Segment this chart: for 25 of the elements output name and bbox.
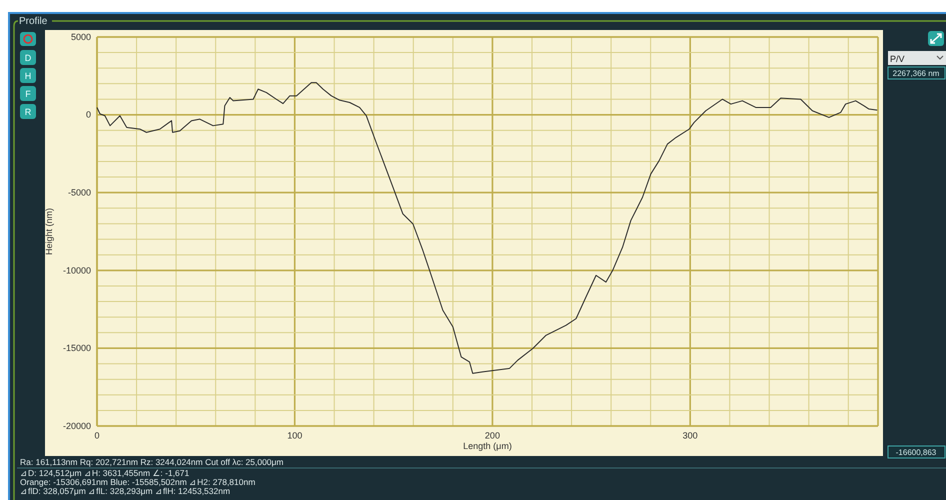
text: 2267,366 nm [892, 69, 940, 78]
text: ⊿flD: 328,057μm ⊿flL: 328,293μm ⊿flH: 12453,532nm [20, 486, 230, 496]
x-axis-title: Length (μm) [463, 441, 512, 451]
text: D [24, 53, 32, 63]
y-tick-label: -20000 [62, 420, 91, 431]
text: -16600,863 [896, 448, 937, 457]
line-series [96, 82, 878, 374]
y-axis-title: Height (nm) [44, 208, 54, 256]
y-tick-label: -15000 [62, 343, 91, 354]
text: Orange: -15306,691nm Blue: -15585,502nm ⊿H2: 278,810nm [20, 477, 256, 487]
y-tick-label: 5000 [70, 32, 91, 42]
text: P/V [890, 54, 905, 64]
x-tick-label: 300 [682, 430, 698, 440]
text: R [24, 107, 32, 117]
text: ⊿D: 124,512μm ⊿H: 3631,455nm ∠: -1,671 [20, 468, 190, 478]
x-tick-label: 200 [484, 430, 500, 440]
chart-title: Profile [19, 16, 48, 27]
y-tick-label: -5000 [68, 187, 91, 198]
text: F [25, 89, 32, 99]
text: H [24, 71, 32, 81]
text: Ra: 161,113nm Rq: 202,721nm Rz: 3244,024nm Cut off λc: 25,000μm [20, 457, 284, 467]
x-tick-label: 0 [94, 430, 100, 440]
y-tick-label: -10000 [62, 265, 91, 276]
x-tick-label: 100 [287, 430, 302, 440]
y-tick-label: 0 [86, 110, 91, 120]
